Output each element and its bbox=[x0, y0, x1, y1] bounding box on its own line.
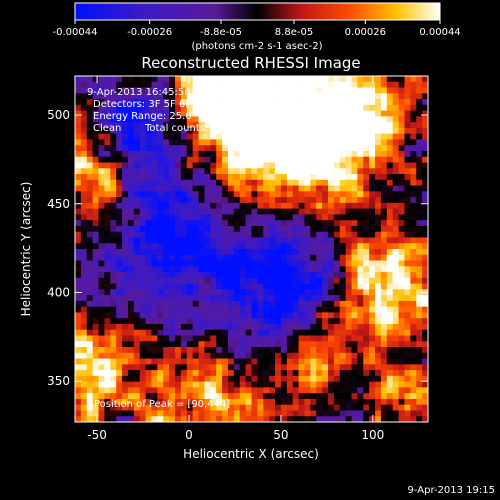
colorbar-ticks: -0.00044 -0.00026 -8.8e-05 8.8e-05 0.00026 0.… bbox=[53, 20, 461, 38]
y-axis-label: Heliocentric Y (arcsec) bbox=[19, 182, 33, 317]
annotation-detectors: Detectors: 3F 5F 6F 7F 8F 9F, Att_0 bbox=[93, 99, 269, 110]
colorbar bbox=[74, 2, 441, 21]
annotation-time-range: 9-Apr-2013 16:45:56.000 to 16:47:32.000 bbox=[87, 87, 296, 98]
y-tick-label: 400 bbox=[47, 285, 70, 299]
heatmap-image bbox=[75, 76, 428, 422]
annotation-energy-range: Energy Range: 25.0 - 50.0 keV bbox=[93, 111, 246, 122]
colorbar-tick-label: -0.00026 bbox=[127, 27, 172, 38]
x-axis-label: Heliocentric X (arcsec) bbox=[183, 447, 319, 461]
annotation-peak-position: Position of Peak = [90,444] bbox=[94, 399, 230, 410]
plot-timestamp: 9-Apr-2013 19:15 bbox=[408, 485, 495, 496]
chart-title: Reconstructed RHESSI Image bbox=[141, 54, 360, 72]
colorbar-tick-label: 0.00026 bbox=[345, 27, 386, 38]
x-tick-label: 100 bbox=[361, 428, 384, 442]
colorbar-tick-label: -8.8e-05 bbox=[200, 27, 242, 38]
x-tick-label: -50 bbox=[87, 428, 107, 442]
colorbar-tick-label: -0.00044 bbox=[53, 27, 98, 38]
y-tick-label: 350 bbox=[47, 374, 70, 388]
plot-frame bbox=[74, 75, 429, 423]
x-tick-label: 0 bbox=[185, 428, 193, 442]
x-axis-ticks: -50 0 50 100 bbox=[87, 76, 384, 442]
y-axis-ticks: 350 400 450 500 bbox=[47, 108, 428, 388]
annotation-total-counts: Total counts: 2.61E+03 bbox=[144, 123, 261, 134]
annotation-algorithm: Clean bbox=[93, 123, 121, 134]
colorbar-tick-label: 0.00044 bbox=[419, 27, 460, 38]
colorbar-tick-label: 8.8e-05 bbox=[275, 27, 313, 38]
y-tick-label: 450 bbox=[47, 197, 70, 211]
colorbar-units-label: (photons cm-2 s-1 asec-2) bbox=[191, 41, 322, 52]
y-tick-label: 500 bbox=[47, 108, 70, 122]
x-tick-label: 50 bbox=[273, 428, 288, 442]
